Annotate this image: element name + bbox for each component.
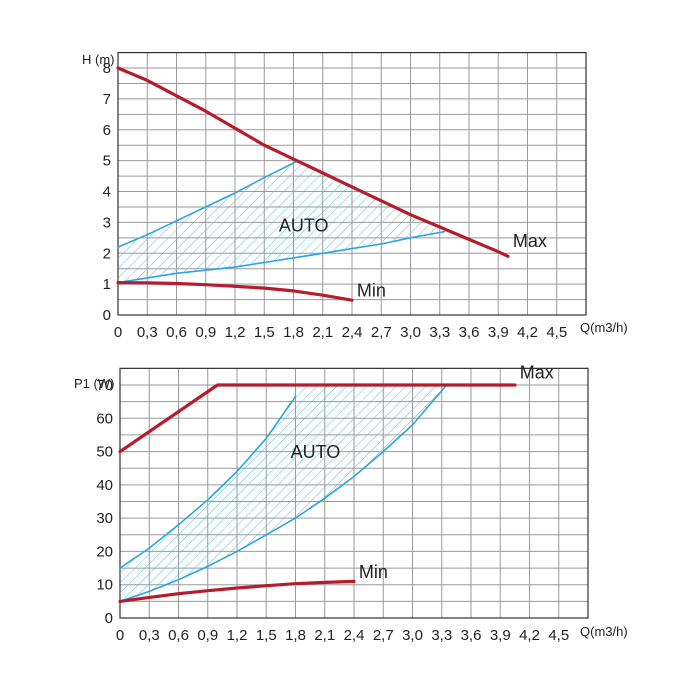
max-label: Max [513, 231, 547, 251]
max-label: Max [520, 362, 554, 382]
max-curve [118, 383, 517, 454]
head-chart: 0 0,3 0,6 0,9 1,2 1,5 1,8 2,1 2,4 2,7 3,0 3,3 3,6 3,9… [82, 51, 628, 341]
y-tick-label: 20 [96, 543, 113, 560]
power-chart-auto-region [120, 385, 447, 602]
y-tick-label: 1 [103, 276, 111, 293]
y-tick-label: 0 [103, 307, 111, 324]
y-tick-label: 30 [96, 510, 113, 527]
y-tick-label: 2 [103, 245, 111, 262]
x-tick-label: 1,5 [254, 324, 275, 341]
power-chart: 0 0,3 0,6 0,9 1,2 1,5 1,8 2,1 2,4 2,7 3,0 3,3 3,6 3,9… [74, 362, 628, 644]
auto-boundary-curve [117, 159, 300, 248]
head-chart-grid [117, 51, 587, 316]
y-tick-label: 3 [103, 214, 111, 231]
x-tick-label: 3,3 [431, 627, 452, 644]
x-tick-label: 2,7 [373, 627, 394, 644]
auto-region-hatch [118, 160, 445, 283]
x-tick-label: 0 [116, 627, 124, 644]
x-tick-label: 3,0 [400, 324, 421, 341]
x-tick-label: 4,5 [546, 324, 567, 341]
x-tick-label: 3,0 [402, 627, 423, 644]
y-tick-label: 40 [96, 477, 113, 494]
head-chart-x-axis-label: Q(m3/h) [580, 320, 628, 335]
y-tick-label: 5 [103, 153, 111, 170]
auto-label: AUTO [291, 442, 341, 462]
auto-boundary-curve [119, 384, 448, 603]
x-tick-label: 2,1 [314, 627, 335, 644]
power-chart-annotations: AUTO Max Min [291, 362, 554, 582]
power-chart-x-axis-label: Q(m3/h) [580, 624, 628, 639]
y-tick-label: 70 [96, 377, 113, 394]
y-tick-label: 8 [103, 60, 111, 77]
power-chart-x-ticks: 0 0,3 0,6 0,9 1,2 1,5 1,8 2,1 2,4 2,7 3,0 3,3 3,6 3,9… [116, 627, 569, 644]
x-tick-label: 3,6 [459, 324, 480, 341]
max-curve [116, 66, 510, 258]
y-tick-label: 10 [96, 577, 113, 594]
power-chart-y-ticks: 0 10 20 30 40 50 60 70 [96, 377, 113, 627]
x-tick-label: 1,5 [256, 627, 277, 644]
auto-boundary-curve [119, 395, 297, 569]
x-tick-label: 0,9 [195, 324, 216, 341]
x-tick-label: 0,6 [168, 627, 189, 644]
y-tick-label: 0 [105, 610, 113, 627]
plot-frame [117, 51, 587, 316]
head-chart-y-axis-label: H (m) [82, 52, 115, 67]
x-tick-label: 1,2 [227, 627, 248, 644]
x-tick-label: 0,3 [139, 627, 160, 644]
x-tick-label: 4,5 [548, 627, 569, 644]
plot-frame [119, 367, 589, 619]
head-chart-auto-region [118, 160, 445, 283]
x-tick-label: 3,6 [461, 627, 482, 644]
min-label: Min [359, 562, 388, 582]
auto-boundary-curve [117, 230, 446, 284]
x-tick-label: 3,3 [429, 324, 450, 341]
x-tick-label: 3,9 [488, 324, 509, 341]
power-chart-y-axis-label: P1 (W) [74, 376, 114, 391]
head-chart-y-ticks: 0 1 2 3 4 5 6 7 8 [103, 60, 111, 324]
x-tick-label: 4,2 [519, 627, 540, 644]
x-tick-label: 2,4 [342, 324, 363, 341]
y-tick-label: 6 [103, 122, 111, 139]
x-tick-label: 2,7 [371, 324, 392, 341]
min-label: Min [357, 280, 386, 300]
x-tick-label: 3,9 [490, 627, 511, 644]
y-tick-label: 60 [96, 410, 113, 427]
x-tick-label: 1,8 [285, 627, 306, 644]
x-tick-label: 2,1 [312, 324, 333, 341]
y-tick-label: 7 [103, 91, 111, 108]
y-tick-label: 4 [103, 184, 111, 201]
head-chart-x-ticks: 0 0,3 0,6 0,9 1,2 1,5 1,8 2,1 2,4 2,7 3,0 3,3 3,6 3,9… [114, 324, 567, 341]
x-tick-label: 0,3 [137, 324, 158, 341]
x-tick-label: 0,6 [166, 324, 187, 341]
min-curve [118, 579, 356, 603]
x-tick-label: 1,8 [283, 324, 304, 341]
head-chart-annotations: AUTO Max Min [279, 216, 547, 301]
auto-label: AUTO [279, 216, 329, 236]
head-chart-series [116, 66, 510, 302]
power-chart-series [118, 383, 517, 603]
auto-region-hatch [120, 385, 447, 602]
x-tick-label: 1,2 [225, 324, 246, 341]
min-curve [116, 281, 354, 302]
y-tick-label: 50 [96, 444, 113, 461]
x-tick-label: 0 [114, 324, 122, 341]
x-tick-label: 2,4 [344, 627, 365, 644]
x-tick-label: 0,9 [197, 627, 218, 644]
x-tick-label: 4,2 [517, 324, 538, 341]
